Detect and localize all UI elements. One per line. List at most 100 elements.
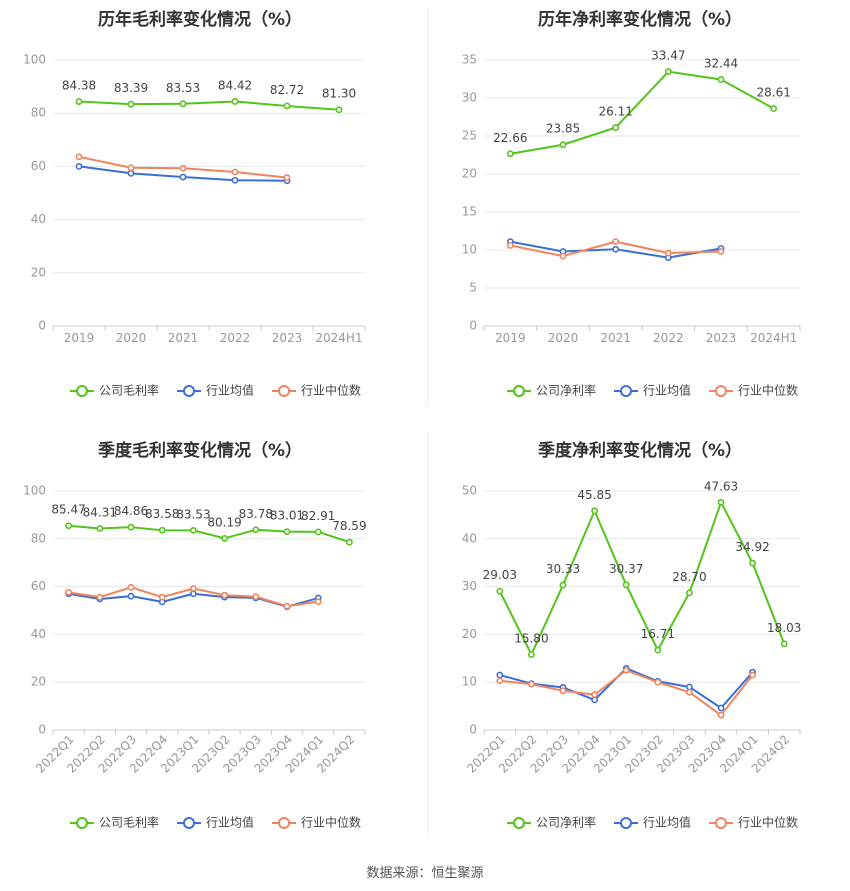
legend-item-avg: 行业均值 <box>614 383 691 398</box>
data-point-median <box>221 591 228 599</box>
data-point-median <box>717 248 725 255</box>
legend-label: 行业均值 <box>643 383 691 398</box>
legend-item-median: 行业中位数 <box>709 815 798 830</box>
data-label: 84.38 <box>62 79 96 93</box>
data-point-median <box>158 593 166 601</box>
legend-swatch-marker <box>183 817 195 829</box>
data-point-company <box>231 98 239 105</box>
data-point-median <box>496 677 504 685</box>
data-point-company <box>127 100 135 108</box>
legend-label: 行业中位数 <box>738 815 798 830</box>
y-tick-label: 5 <box>469 281 477 295</box>
data-point-median <box>622 666 630 674</box>
y-tick-label: 20 <box>31 675 46 689</box>
legend-label: 行业均值 <box>206 383 254 398</box>
legend-label: 行业均值 <box>206 815 254 830</box>
data-label: 32.44 <box>704 56 738 70</box>
data-point-company <box>717 498 725 506</box>
data-point-company <box>179 100 187 108</box>
x-tick-label: 2019 <box>495 331 526 345</box>
data-point-company <box>127 523 135 531</box>
series-line-company <box>68 524 350 544</box>
chart-title: 季度毛利率变化情况（%） <box>98 440 302 461</box>
y-tick-label: 40 <box>31 212 46 226</box>
y-tick-label: 60 <box>31 579 46 593</box>
data-label: 83.58 <box>145 507 179 521</box>
y-tick-label: 40 <box>462 531 477 545</box>
series-line-median <box>499 669 754 717</box>
legend-swatch-marker <box>278 385 290 397</box>
data-point-company <box>749 559 756 567</box>
x-tick-label: 2020 <box>116 331 147 345</box>
data-point-company <box>770 105 778 112</box>
legend-item-company: 公司毛利率 <box>70 383 159 398</box>
data-point-company <box>559 141 567 149</box>
data-label: 78.59 <box>332 519 366 533</box>
data-label: 83.53 <box>166 81 200 95</box>
data-point-company <box>283 102 291 110</box>
data-point-median <box>506 242 514 249</box>
data-point-company <box>664 68 672 76</box>
data-point-company <box>345 538 353 546</box>
data-point-median <box>252 593 260 601</box>
y-tick-label: 30 <box>462 91 477 105</box>
y-tick-label: 20 <box>31 265 46 279</box>
data-point-median <box>612 238 620 246</box>
data-label: 80.19 <box>207 515 241 529</box>
chart-title: 历年毛利率变化情况（%） <box>98 9 302 30</box>
y-tick-label: 35 <box>462 53 477 67</box>
chart-title: 季度净利率变化情况（%） <box>538 440 742 461</box>
y-tick-label: 50 <box>462 484 477 498</box>
data-point-company <box>221 534 228 542</box>
data-point-avg <box>127 592 135 600</box>
data-point-company <box>528 651 535 658</box>
y-tick-label: 40 <box>31 627 46 641</box>
data-label: 28.61 <box>756 86 790 100</box>
data-label: 82.72 <box>270 83 304 97</box>
legend-swatch-marker <box>620 385 632 397</box>
legend-label: 行业中位数 <box>738 383 798 398</box>
panel-divider-bottom <box>427 432 428 837</box>
data-point-avg <box>686 683 693 691</box>
data-point-company <box>314 528 322 536</box>
data-label: 83.39 <box>114 81 148 95</box>
y-tick-label: 60 <box>31 159 46 173</box>
data-point-median <box>686 688 693 696</box>
x-tick-label: 2020 <box>548 331 579 345</box>
series-line-company <box>498 501 786 656</box>
data-label: 84.31 <box>83 505 117 519</box>
data-point-company <box>75 98 83 105</box>
data-point-median <box>231 168 239 176</box>
legend-swatch-marker <box>183 385 195 397</box>
data-label: 34.92 <box>735 540 769 554</box>
data-label: 83.78 <box>239 507 273 521</box>
legend-item-company: 公司毛利率 <box>70 815 159 830</box>
data-point-company <box>506 150 514 158</box>
x-tick-label: 2023 <box>272 331 303 345</box>
legend-label: 公司毛利率 <box>99 815 159 830</box>
data-point-avg <box>189 590 197 598</box>
legend-swatch-marker <box>513 385 525 397</box>
data-point-company <box>496 587 504 595</box>
chart-title: 历年净利率变化情况（%） <box>538 9 742 30</box>
data-label: 26.11 <box>598 105 632 119</box>
data-point-median <box>654 678 662 686</box>
legend-swatch-marker <box>278 817 290 829</box>
legend-item-median: 行业中位数 <box>709 383 798 398</box>
data-point-median <box>127 583 135 591</box>
y-tick-label: 20 <box>462 627 477 641</box>
y-tick-label: 0 <box>469 723 477 737</box>
legend-swatch-marker <box>513 817 525 829</box>
y-tick-label: 20 <box>462 167 477 181</box>
data-point-median <box>528 680 535 688</box>
legend-item-avg: 行业均值 <box>177 815 254 830</box>
data-point-company <box>612 124 620 131</box>
chart-4: 季度净利率变化情况（%）010203040502022Q12022Q22022Q… <box>462 440 802 830</box>
x-tick-label: 2023 <box>706 331 737 345</box>
data-point-company <box>591 507 598 515</box>
data-source-label: 数据来源：恒生聚源 <box>366 866 484 881</box>
x-tick-label: 2019 <box>64 331 95 345</box>
data-point-company <box>686 589 693 597</box>
data-label: 15.80 <box>514 631 548 645</box>
